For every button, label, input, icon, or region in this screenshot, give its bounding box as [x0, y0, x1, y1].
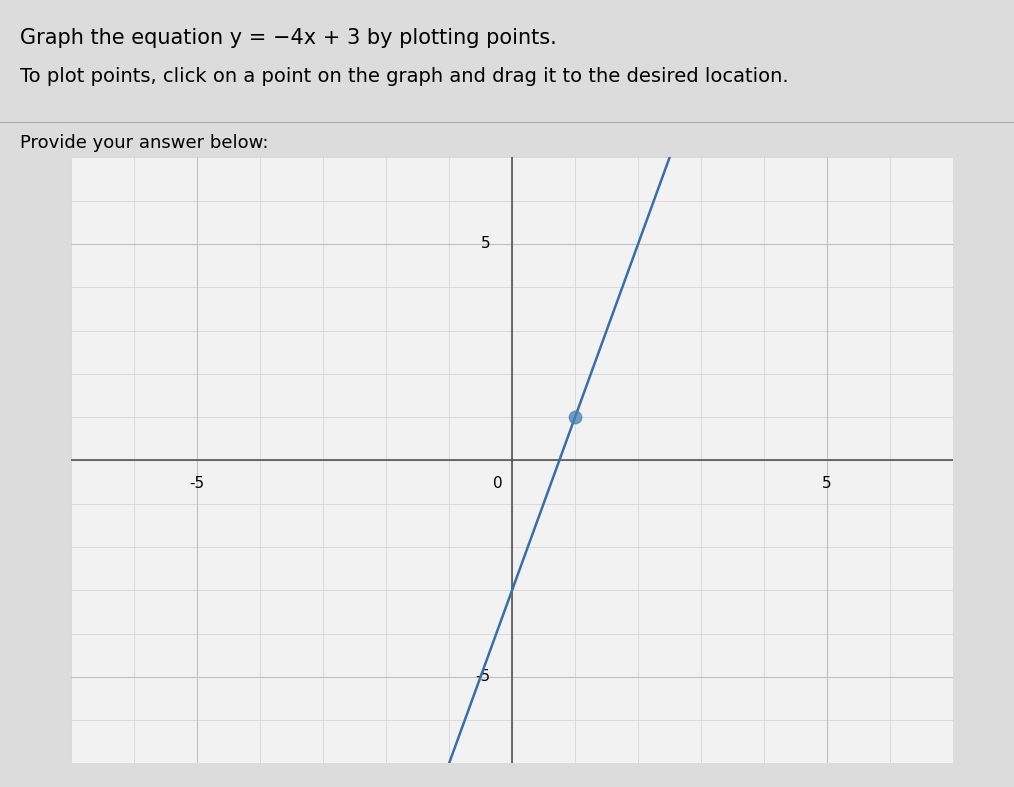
Text: Provide your answer below:: Provide your answer below:: [20, 134, 269, 152]
Text: -5: -5: [475, 669, 490, 685]
Text: 5: 5: [481, 236, 490, 252]
Point: [567, 411, 583, 423]
Text: To plot points, click on a point on the graph and drag it to the desired locatio: To plot points, click on a point on the …: [20, 67, 789, 86]
Text: 0: 0: [493, 475, 503, 490]
Text: -5: -5: [190, 475, 205, 490]
Text: Graph the equation y = −4x + 3 by plotting points.: Graph the equation y = −4x + 3 by plotti…: [20, 28, 557, 47]
Text: 5: 5: [822, 475, 831, 490]
